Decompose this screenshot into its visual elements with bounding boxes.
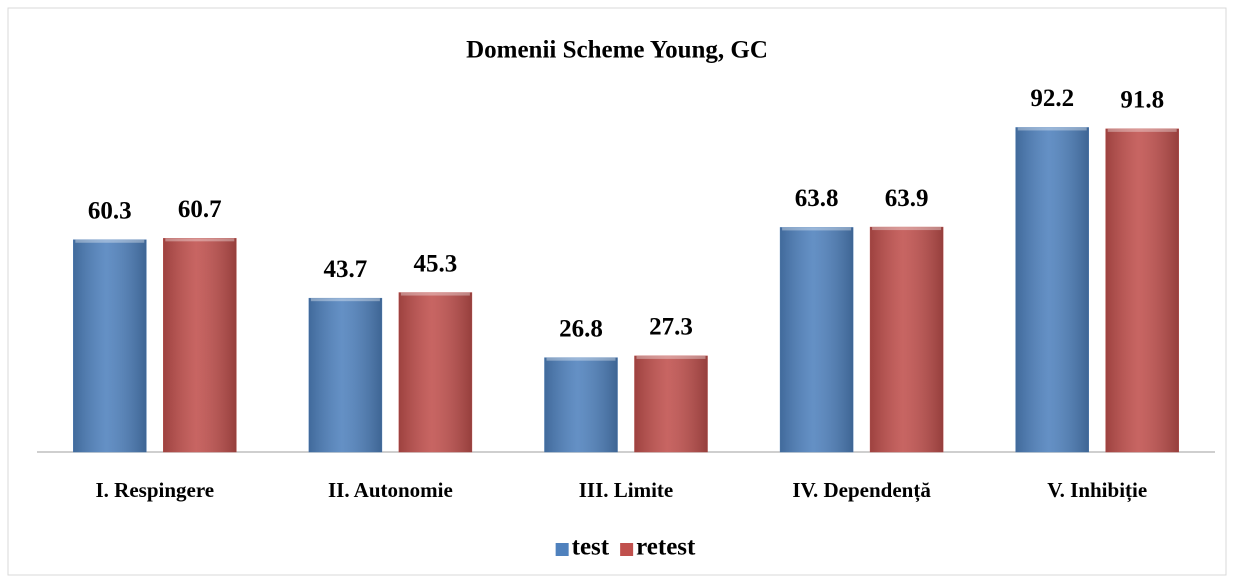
bar-shade (544, 357, 618, 452)
bar-top (400, 292, 470, 296)
legend-swatch (555, 543, 569, 556)
data-label: 26.8 (559, 315, 603, 342)
x-tick-label: I. Respingere (95, 478, 214, 502)
x-tick-label: IV. Dependență (792, 478, 931, 503)
bar-top (872, 227, 942, 231)
chart-title: Domenii Scheme Young, GC (466, 37, 768, 64)
bar-top (310, 298, 380, 302)
bar-top (546, 357, 616, 361)
data-label: 60.3 (88, 197, 132, 224)
x-tick-label: II. Autonomie (328, 478, 453, 502)
bar-shade (1105, 128, 1179, 452)
bar-top (1017, 127, 1087, 131)
data-label: 27.3 (649, 314, 693, 341)
bar-top (782, 227, 852, 231)
bar-shade (163, 238, 237, 452)
x-tick-label: III. Limite (579, 478, 674, 502)
data-label: 63.8 (795, 185, 839, 212)
data-label: 63.9 (885, 185, 929, 212)
bar-top (636, 355, 706, 359)
bar-shade (398, 292, 472, 452)
legend-swatch (620, 543, 634, 556)
bar-shade (73, 239, 147, 452)
bar-shade (870, 227, 944, 452)
bar-top (1107, 128, 1177, 132)
bar-shade (308, 298, 382, 452)
bar-shade (1015, 127, 1089, 453)
data-label: 43.7 (324, 256, 368, 283)
legend: test retest (555, 534, 696, 561)
data-label: 60.7 (178, 196, 222, 223)
data-label: 45.3 (414, 250, 458, 277)
data-label: 92.2 (1030, 85, 1074, 112)
x-tick-label: V. Inhibiție (1047, 478, 1147, 503)
data-label: 91.8 (1120, 87, 1164, 114)
bar-shade (780, 227, 854, 452)
bar-top (165, 238, 235, 242)
bar-top (75, 239, 145, 243)
legend-label: retest (636, 534, 696, 561)
bar-shade (634, 355, 708, 452)
legend-label: test (572, 534, 610, 561)
